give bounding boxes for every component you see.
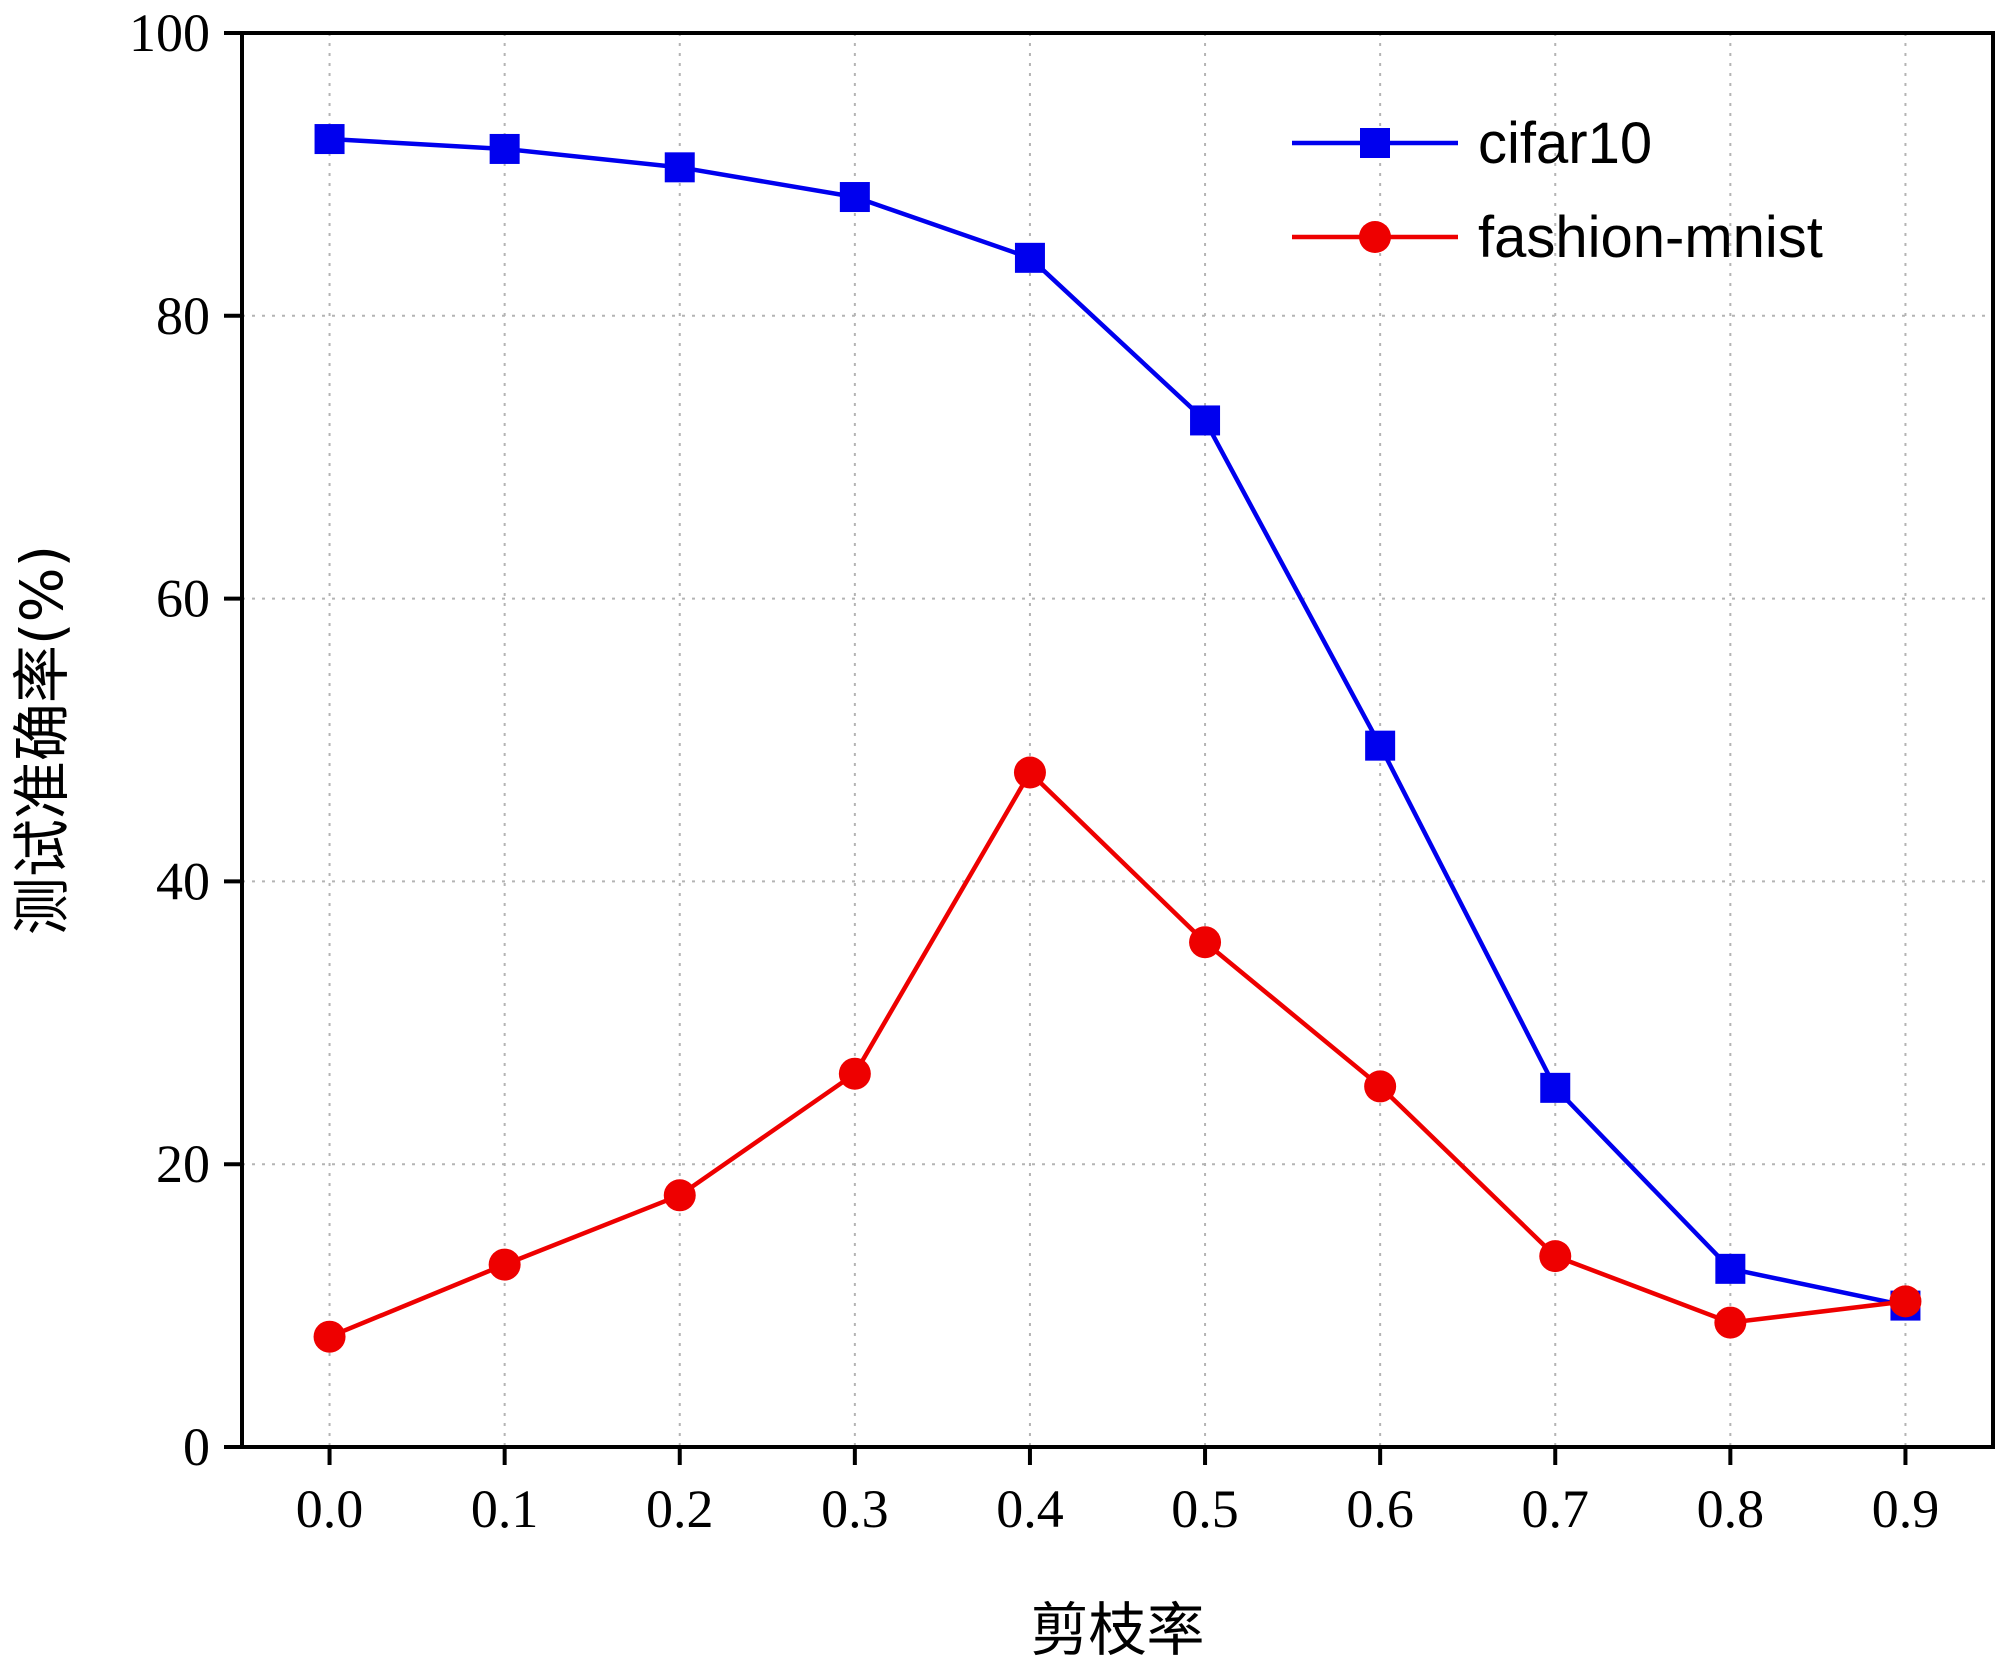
y-tick-label: 80 [156, 286, 210, 346]
data-point-cifar10 [1365, 730, 1396, 761]
y-tick-label: 20 [156, 1134, 210, 1194]
legend-item-cifar10: cifar10 [1292, 111, 1652, 176]
data-point-fashion-mnist [1539, 1240, 1572, 1273]
series-cifar10 [314, 124, 1921, 1321]
grid-lines [242, 33, 1993, 1447]
data-point-fashion-mnist [1013, 756, 1046, 789]
x-tick-label: 0.2 [646, 1479, 714, 1539]
y-tick-label: 0 [183, 1417, 210, 1477]
x-tick-label: 0.0 [296, 1479, 364, 1539]
data-point-fashion-mnist [1189, 926, 1222, 959]
legend-label-cifar10: cifar10 [1478, 111, 1652, 176]
data-point-cifar10 [1715, 1253, 1746, 1284]
data-point-fashion-mnist [838, 1057, 871, 1090]
tick-labels: 0.0 0.1 0.2 0.3 0.4 0.5 0.6 0.7 0.8 0.9 0 20 40 60 80 1… [129, 3, 1939, 1539]
x-tick-label: 0.9 [1872, 1479, 1940, 1539]
data-point-fashion-mnist [313, 1320, 346, 1353]
data-point-cifar10 [1014, 242, 1045, 273]
y-tick-label: 100 [129, 3, 210, 63]
axis-ticks [224, 31, 1908, 1465]
data-point-cifar10 [664, 152, 695, 183]
series-line-cifar10 [329, 136, 1906, 1308]
data-point-cifar10 [489, 133, 520, 164]
x-tick-label: 0.1 [471, 1479, 539, 1539]
data-point-fashion-mnist [1889, 1285, 1922, 1318]
x-tick-label: 0.6 [1346, 1479, 1414, 1539]
data-point-cifar10 [314, 124, 345, 155]
data-point-cifar10 [839, 182, 870, 213]
data-point-fashion-mnist [663, 1179, 696, 1212]
y-tick-label: 60 [156, 569, 210, 629]
x-tick-label: 0.7 [1522, 1479, 1590, 1539]
x-tick-label: 0.8 [1697, 1479, 1765, 1539]
x-tick-label: 0.3 [821, 1479, 889, 1539]
y-axis-title: 测试准确率(%) [8, 545, 76, 935]
x-tick-label: 0.5 [1171, 1479, 1239, 1539]
data-point-fashion-mnist [1364, 1070, 1397, 1103]
series-line-fashion-mnist [328, 770, 1906, 1339]
series-fashion-mnist [313, 756, 1922, 1353]
legend-marker-fashion-mnist [1359, 221, 1391, 253]
series-layer [313, 124, 1922, 1353]
legend: cifar10 fashion-mnist [1292, 111, 1823, 270]
data-point-fashion-mnist [488, 1248, 521, 1281]
data-point-cifar10 [1540, 1072, 1571, 1103]
data-point-fashion-mnist [1714, 1306, 1747, 1339]
y-tick-label: 40 [156, 851, 210, 911]
x-tick-label: 0.4 [996, 1479, 1064, 1539]
legend-label-fashion-mnist: fashion-mnist [1478, 205, 1823, 270]
legend-marker-cifar10 [1360, 128, 1390, 158]
legend-item-fashion-mnist: fashion-mnist [1292, 205, 1823, 270]
data-point-cifar10 [1190, 405, 1221, 436]
plot-frame [240, 31, 1995, 1449]
x-axis-title: 剪枝率 [1030, 1596, 1204, 1664]
